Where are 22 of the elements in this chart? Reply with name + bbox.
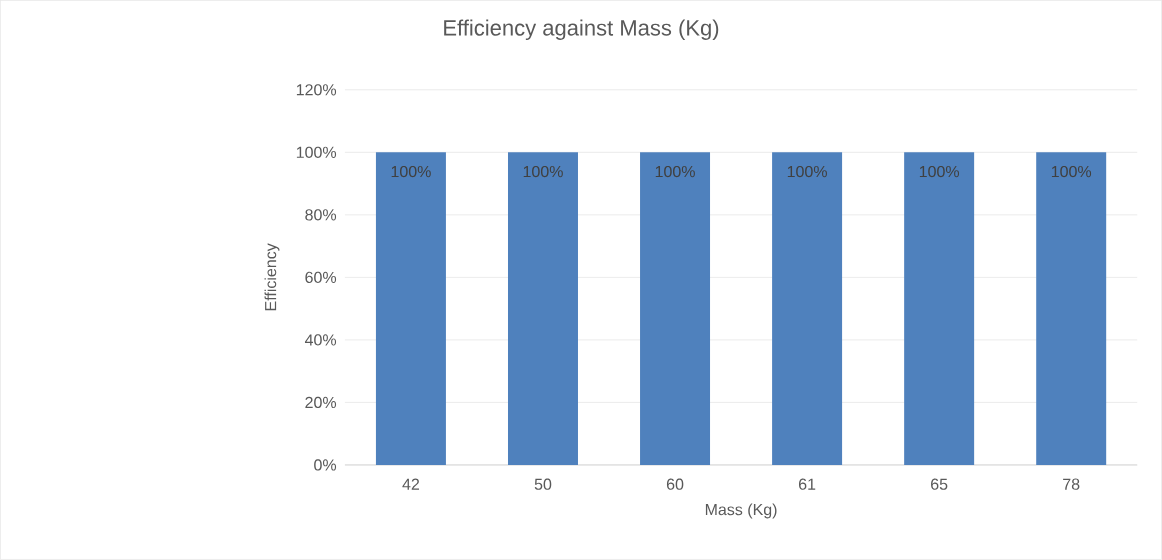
y-tick-label: 100% [296, 146, 337, 159]
y-axis-title: Efficiency [264, 243, 280, 311]
chart-title: Efficiency against Mass (Kg) [444, 19, 719, 41]
data-label: 100% [1051, 166, 1092, 178]
data-label: 100% [391, 166, 431, 178]
y-tick-label: 60% [305, 271, 337, 284]
x-tick-label: 61 [799, 478, 816, 490]
x-tick-label: 78 [1063, 478, 1080, 490]
data-label: 100% [787, 166, 827, 178]
data-label: 100% [919, 166, 960, 178]
y-tick-label: 20% [305, 396, 337, 409]
x-tick-label: 42 [402, 478, 420, 490]
x-tick-label: 50 [534, 478, 552, 490]
x-tick-label: 65 [931, 478, 948, 490]
y-tick-label: 120% [296, 84, 337, 96]
y-tick-label: 80% [305, 209, 337, 221]
x-axis-title: Mass (Kg) [705, 503, 777, 519]
data-label: 100% [523, 166, 563, 178]
y-tick-label: 40% [304, 334, 337, 346]
x-tick-label: 60 [666, 478, 684, 490]
data-label: 100% [655, 166, 695, 178]
y-tick-label: 0% [314, 459, 337, 471]
